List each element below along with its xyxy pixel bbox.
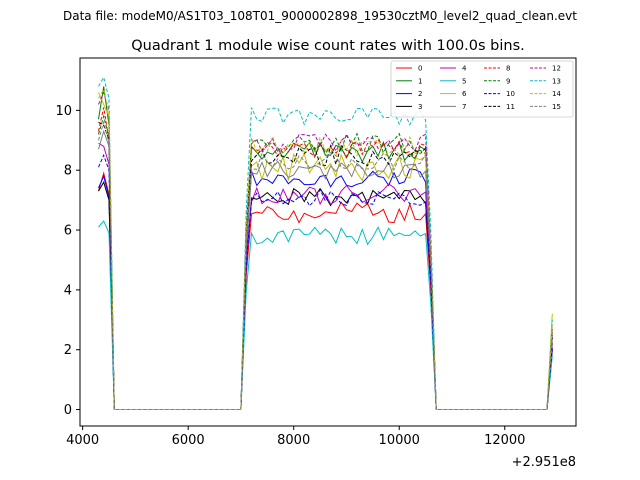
- legend-label: 4: [462, 65, 467, 73]
- x-offset-label: +2.951e8: [512, 455, 576, 470]
- series-line-13: [98, 76, 553, 410]
- y-tick-label: 8: [64, 164, 72, 179]
- legend-label: 13: [552, 77, 561, 85]
- x-tick-label: 12000: [484, 433, 525, 448]
- legend-label: 14: [552, 90, 561, 98]
- legend-label: 0: [418, 65, 422, 73]
- y-axis: 0 2 4 6 8 10: [55, 104, 80, 418]
- series-line-9: [98, 114, 553, 410]
- legend-label: 15: [552, 103, 561, 111]
- chart-title: Quadrant 1 module wise count rates with …: [131, 38, 525, 54]
- series-line-12: [98, 90, 553, 410]
- x-tick-label: 10000: [379, 433, 420, 448]
- series-line-6: [98, 92, 553, 410]
- series-line-0: [98, 171, 553, 410]
- x-tick-label: 8000: [277, 433, 310, 448]
- y-tick-label: 0: [64, 403, 72, 418]
- legend-label: 8: [506, 65, 510, 73]
- legend-box: [390, 60, 574, 118]
- series-line-15: [98, 120, 553, 410]
- legend-label: 3: [418, 103, 422, 111]
- suptitle: Data file: modeM0/AS1T03_108T01_90000028…: [63, 9, 577, 23]
- y-tick-label: 4: [64, 283, 72, 298]
- series-line-8: [98, 107, 553, 410]
- series-line-3: [98, 180, 553, 410]
- series-line-11: [98, 121, 553, 410]
- series-line-14: [98, 88, 553, 410]
- legend-label: 10: [506, 90, 515, 98]
- legend-label: 5: [462, 77, 466, 85]
- y-tick-label: 2: [64, 343, 72, 358]
- y-tick-label: 6: [64, 224, 72, 239]
- legend-label: 9: [506, 77, 510, 85]
- legend-label: 1: [418, 77, 422, 85]
- plot-frame: [79, 57, 577, 427]
- series-layer: [98, 76, 553, 410]
- legend-label: 6: [462, 90, 467, 98]
- legend-label: 7: [462, 103, 466, 111]
- legend-label: 11: [506, 103, 515, 111]
- x-tick-label: 4000: [66, 433, 99, 448]
- x-axis: 4000 6000 8000 10000 12000: [66, 426, 525, 448]
- y-tick-label: 10: [55, 104, 72, 119]
- series-line-4: [98, 142, 553, 410]
- legend-label: 12: [552, 65, 561, 73]
- series-line-2: [98, 168, 553, 410]
- series-line-7: [98, 129, 553, 410]
- x-tick-label: 6000: [172, 433, 205, 448]
- legend-label: 2: [418, 90, 422, 98]
- series-line-5: [98, 220, 553, 410]
